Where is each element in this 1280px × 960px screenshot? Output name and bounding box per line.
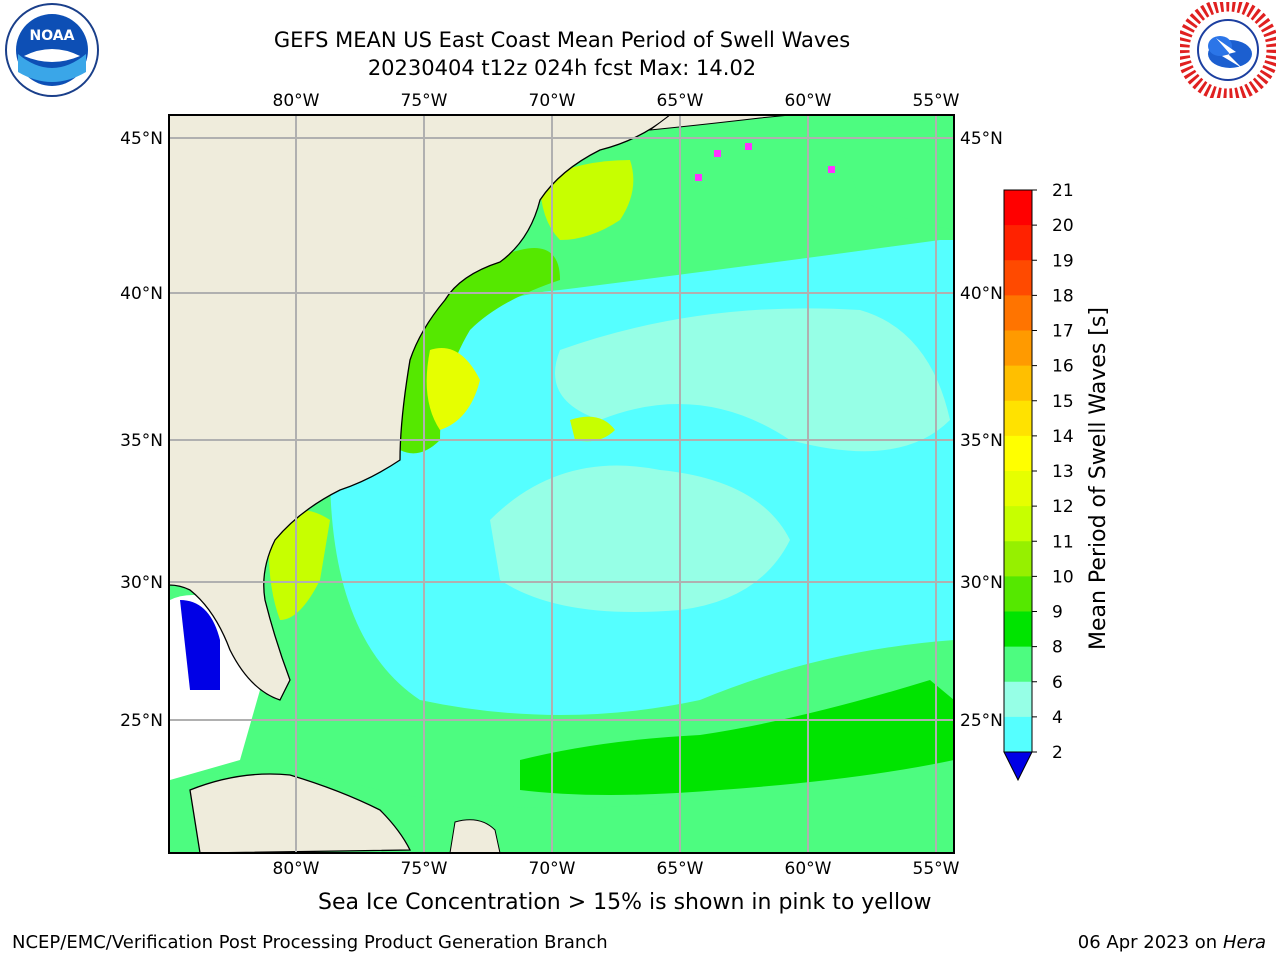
colorbar-tick-label: 8 — [1052, 638, 1063, 658]
colorbar-tick-label: 15 — [1052, 392, 1074, 412]
colorbar-tick-label: 20 — [1052, 216, 1074, 236]
national-weather-service-logo — [1176, 0, 1280, 102]
lat-label-right: 40°N — [960, 284, 1003, 304]
colorbar-tick-label: 10 — [1052, 567, 1074, 587]
lon-label-top: 55°W — [913, 91, 960, 111]
lon-label-top: 60°W — [785, 91, 832, 111]
colorbar-tick-label: 13 — [1052, 462, 1074, 482]
lat-label-left: 30°N — [120, 573, 163, 593]
swell-region-13s-hatteras — [426, 348, 480, 430]
lat-label-left: 45°N — [120, 129, 163, 149]
colorbar-tick-label: 14 — [1052, 427, 1074, 447]
lon-label-bottom: 60°W — [785, 859, 832, 879]
lon-label-top: 65°W — [657, 91, 704, 111]
us-east-coast-land — [169, 115, 672, 701]
swell-region-8s-north — [555, 308, 950, 452]
footer-date: 06 Apr 2023 on Hera — [1077, 932, 1266, 953]
colorbar-tick-label: 21 — [1052, 181, 1074, 201]
colorbar-bin — [1004, 295, 1032, 331]
colorbar-tick-label: 9 — [1052, 603, 1063, 623]
colorbar-tick-label: 6 — [1052, 673, 1063, 693]
map-subtitle: 20230404 t12z 024h fcst Max: 14.02 — [367, 56, 757, 80]
svg-text:NOAA: NOAA — [30, 28, 75, 44]
noaa-logo: NOAA — [2, 2, 102, 98]
lon-label-bottom: 80°W — [273, 859, 320, 879]
sea-ice-marker — [714, 150, 721, 157]
colorbar-bin — [1004, 681, 1032, 718]
colorbar-tick-label: 12 — [1052, 497, 1074, 517]
footer-host: Hera — [1222, 932, 1266, 953]
swell-region-8s-central — [490, 465, 790, 612]
hispaniola-land — [449, 819, 501, 853]
map-panel — [169, 115, 954, 853]
colorbar-bin — [1004, 716, 1032, 753]
lat-label-left: 35°N — [120, 431, 163, 451]
cuba-land — [189, 773, 412, 853]
colorbar-bin — [1004, 611, 1032, 648]
map-title: GEFS MEAN US East Coast Mean Period of S… — [273, 28, 851, 52]
colorbar-tick-label: 11 — [1052, 532, 1074, 552]
colorbar-tick-label: 19 — [1052, 251, 1074, 271]
swell-region-9s-ne — [840, 118, 954, 230]
lon-label-bottom: 55°W — [913, 859, 960, 879]
colorbar-bin — [1004, 541, 1032, 577]
colorbar-bin — [1004, 365, 1032, 402]
colorbar-bin — [1004, 435, 1032, 472]
colorbar-bin — [1004, 576, 1032, 612]
lat-label-left: 40°N — [120, 284, 163, 304]
colorbar-tick-label: 4 — [1052, 708, 1063, 728]
swell-region-2s — [180, 600, 220, 690]
lat-label-right: 45°N — [960, 129, 1003, 149]
sea-ice-caption: Sea Ice Concentration > 15% is shown in … — [318, 890, 932, 915]
sea-ice-marker — [745, 143, 752, 150]
colorbar-bin — [1004, 646, 1032, 683]
colorbar-tick-label: 2 — [1052, 743, 1063, 763]
lat-label-right: 25°N — [960, 711, 1003, 731]
sea-ice-marker — [695, 174, 702, 181]
map-frame — [168, 114, 955, 854]
colorbar: 21 20 19 18 17 16 15 14 13 12 11 10 9 8 6 4 2 — [1003, 181, 1074, 782]
lon-label-top: 75°W — [401, 91, 448, 111]
colorbar-bin — [1004, 260, 1032, 296]
lon-label-bottom: 75°W — [401, 859, 448, 879]
lon-label-bottom: 70°W — [529, 859, 576, 879]
graticule — [169, 115, 954, 853]
colorbar-bin — [1004, 471, 1032, 507]
footer-credit: NCEP/EMC/Verification Post Processing Pr… — [12, 932, 608, 953]
colorbar-extension — [1003, 751, 1033, 782]
swell-region-10s — [520, 680, 954, 795]
colorbar-tick-label: 17 — [1052, 322, 1074, 342]
lat-label-left: 25°N — [120, 711, 163, 731]
colorbar-bin — [1004, 330, 1032, 367]
lat-label-right: 35°N — [960, 431, 1003, 451]
colorbar-bin — [1004, 506, 1032, 542]
lon-label-top: 70°W — [529, 91, 576, 111]
swell-region-12s-florida — [268, 510, 330, 620]
lon-label-top: 80°W — [273, 91, 320, 111]
colorbar-bin — [1004, 190, 1032, 226]
swell-region-12s-gulf-of-maine — [540, 160, 634, 240]
nova-scotia-land — [648, 115, 791, 131]
lon-label-bottom: 65°W — [657, 859, 704, 879]
swell-region-12s-offshore — [570, 416, 615, 442]
colorbar-tick-label: 18 — [1052, 286, 1074, 306]
colorbar-tick-label: 16 — [1052, 357, 1074, 377]
lat-label-right: 30°N — [960, 573, 1003, 593]
sea-ice-marker — [828, 166, 835, 173]
colorbar-bin — [1004, 400, 1032, 437]
colorbar-bin — [1004, 225, 1032, 261]
